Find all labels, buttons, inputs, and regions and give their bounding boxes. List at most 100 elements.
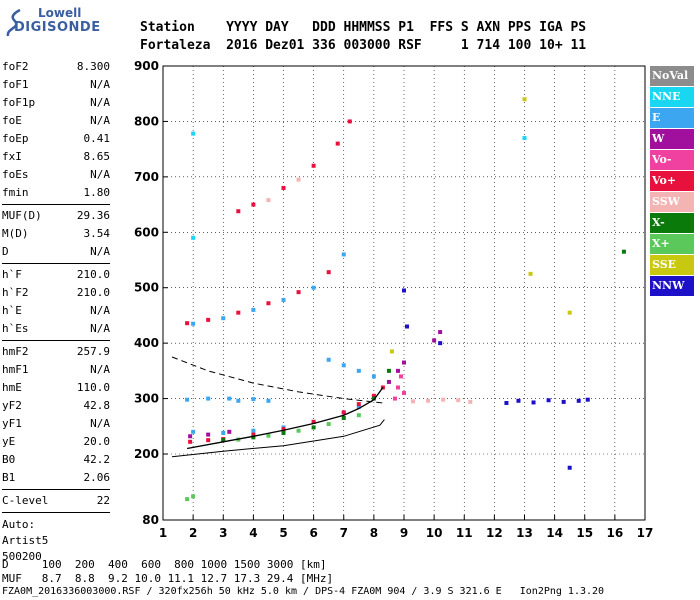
divider bbox=[2, 489, 110, 490]
echo-point bbox=[504, 401, 509, 406]
divider bbox=[2, 263, 110, 264]
x-tick-label: 7 bbox=[340, 526, 348, 540]
polarization-legend: NoVal NNE E W Vo- Vo+ SSW X- X+ SSE NNW bbox=[650, 66, 694, 297]
param-row: h`F 210.0 bbox=[2, 266, 110, 284]
echo-point bbox=[341, 415, 346, 420]
echo-point bbox=[188, 434, 193, 439]
chart-grid bbox=[162, 65, 646, 521]
echo-point bbox=[251, 428, 256, 433]
echo-point bbox=[356, 413, 361, 418]
echo-point bbox=[191, 235, 196, 240]
y-tick-label: 300 bbox=[134, 392, 159, 406]
param-group-critical-freqs: foF2 8.300 foF1 N/A foF1p N/A foE N/A foEp 0.41 fx… bbox=[2, 58, 110, 202]
param-key: foF1 bbox=[2, 78, 29, 91]
echo-point bbox=[522, 97, 527, 102]
param-row: B1 2.06 bbox=[2, 469, 110, 487]
echo-point bbox=[585, 397, 590, 402]
echo-point bbox=[441, 397, 446, 402]
param-key: B1 bbox=[2, 471, 16, 484]
param-row: foF1p N/A bbox=[2, 94, 110, 112]
param-value: 42.8 bbox=[83, 399, 111, 412]
echo-point bbox=[221, 430, 226, 435]
param-key: B0 bbox=[2, 453, 16, 466]
param-key: foF2 bbox=[2, 60, 29, 73]
echo-point bbox=[206, 438, 211, 443]
param-key: hmE bbox=[2, 381, 22, 394]
divider bbox=[2, 340, 110, 341]
y-tick-label: 400 bbox=[134, 336, 159, 350]
param-value: 2.06 bbox=[83, 471, 111, 484]
echo-point bbox=[389, 349, 394, 354]
param-value: 210.0 bbox=[76, 268, 110, 281]
true-height-profile-line bbox=[171, 419, 385, 458]
param-row: hmF1 N/A bbox=[2, 361, 110, 379]
x-tick-label: 6 bbox=[309, 526, 317, 540]
param-row: foF1 N/A bbox=[2, 76, 110, 94]
echo-point bbox=[236, 398, 241, 403]
parameters-panel: foF2 8.300 foF1 N/A foF1p N/A foE N/A foEp 0.41 fx… bbox=[2, 58, 110, 565]
param-value: N/A bbox=[90, 363, 110, 376]
echo-point bbox=[402, 391, 406, 396]
x-tick-label: 4 bbox=[249, 526, 257, 540]
echo-point bbox=[206, 317, 211, 322]
legend-item-w: W bbox=[650, 129, 694, 150]
param-row: h`F2 210.0 bbox=[2, 284, 110, 302]
y-tick-label: 800 bbox=[134, 114, 159, 128]
logo-line-1: Lowell bbox=[38, 6, 82, 20]
param-value: N/A bbox=[90, 245, 110, 258]
param-value: 210.0 bbox=[76, 286, 110, 299]
echo-point bbox=[311, 425, 316, 430]
param-key: foF1p bbox=[2, 96, 36, 109]
echo-point bbox=[468, 399, 473, 404]
param-row: fmin 1.80 bbox=[2, 184, 110, 202]
echo-point bbox=[185, 397, 190, 402]
echo-point bbox=[206, 432, 211, 437]
echo-point bbox=[371, 396, 376, 401]
header-values: Fortaleza 2016 Dez01 336 003000 RSF 1 71… bbox=[140, 38, 587, 53]
divider bbox=[2, 512, 110, 513]
echo-point bbox=[236, 209, 241, 214]
echo-point bbox=[386, 368, 391, 373]
echo-point bbox=[188, 439, 193, 444]
echo-point bbox=[311, 163, 316, 168]
autoscaler-version: 500200 bbox=[2, 550, 42, 563]
legend-item-e: E bbox=[650, 108, 694, 129]
echo-point bbox=[236, 310, 241, 315]
y-axis-ticks: 80 200 300 400 500 600 700 800 900 bbox=[134, 59, 168, 527]
auto-label: Auto: bbox=[2, 518, 36, 531]
param-key: h`F bbox=[2, 268, 22, 281]
param-group-virtual-heights: h`F 210.0 h`F2 210.0 h`E N/A h`Es N/A bbox=[2, 266, 110, 338]
echo-point bbox=[335, 141, 340, 146]
topside-dashed-line bbox=[171, 356, 383, 404]
y-tick-label: 500 bbox=[134, 281, 159, 295]
echo-point bbox=[251, 435, 256, 440]
logo-line-2: DIGISONDE bbox=[14, 20, 101, 35]
echo-point bbox=[185, 321, 190, 326]
param-row: yF1 N/A bbox=[2, 415, 110, 433]
param-key: yF2 bbox=[2, 399, 22, 412]
param-key: hmF1 bbox=[2, 363, 29, 376]
echo-point bbox=[311, 419, 316, 424]
echo-point bbox=[281, 430, 286, 435]
echo-point bbox=[251, 432, 256, 437]
param-value: 0.41 bbox=[83, 132, 111, 145]
param-key: C-level bbox=[2, 494, 49, 507]
param-row: MUF(D) 29.36 bbox=[2, 207, 110, 225]
param-value: N/A bbox=[90, 96, 110, 109]
y-tick-label: 600 bbox=[134, 225, 159, 239]
profile-curves bbox=[171, 356, 385, 458]
echo-point bbox=[395, 385, 400, 390]
echo-point bbox=[251, 307, 256, 312]
param-key: hmF2 bbox=[2, 345, 29, 358]
echo-point bbox=[576, 398, 581, 403]
y-tick-label: 700 bbox=[134, 170, 159, 184]
param-value: 110.0 bbox=[76, 381, 110, 394]
echo-point bbox=[531, 400, 536, 405]
param-key: fmin bbox=[2, 186, 29, 199]
x-tick-label: 9 bbox=[400, 526, 408, 540]
echo-point bbox=[561, 399, 566, 404]
echo-point bbox=[281, 297, 286, 302]
echo-point bbox=[528, 271, 533, 276]
param-value: 257.9 bbox=[76, 345, 110, 358]
echo-point bbox=[438, 330, 443, 335]
